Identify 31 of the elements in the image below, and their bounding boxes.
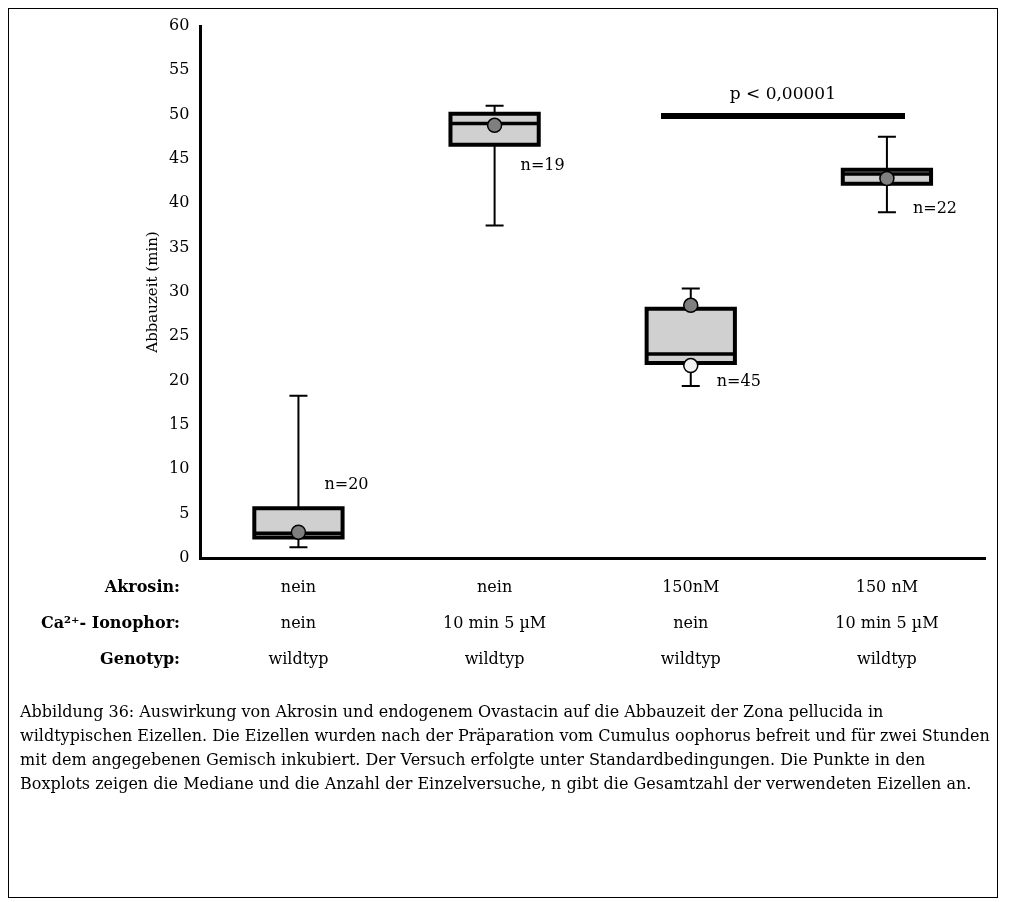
point <box>683 297 699 314</box>
point <box>879 170 895 187</box>
annotation: n=20 <box>324 473 369 493</box>
x-tick-label: nein 10 min 5 µM wildtyp <box>443 577 547 669</box>
annotation: n=19 <box>520 155 565 175</box>
y-tick-label: 25 <box>169 325 190 345</box>
y-tick-label: 45 <box>169 148 190 168</box>
y-tick-label: 30 <box>169 281 190 301</box>
y-axis-title: Abbauzeit (min) <box>142 231 161 354</box>
y-tick-label: 10 <box>169 458 190 478</box>
text: Ca²⁺- Ionophor: <box>40 613 180 633</box>
x-tick-label: nein nein wildtyp <box>268 577 329 669</box>
x-tick-label: 150nM nein wildtyp <box>660 577 721 669</box>
y-tick-label: 50 <box>169 103 190 123</box>
y-tick-label: 40 <box>169 192 190 212</box>
text: Genotyp: <box>100 649 180 669</box>
y-tick-label: 0 <box>179 547 190 567</box>
y-tick-label: 55 <box>169 59 190 79</box>
y-tick-label: 5 <box>179 502 190 522</box>
annotation: n=22 <box>912 197 957 217</box>
text: Abbildung 36: Auswirkung von Akrosin und endogenem Ovastacin auf die Abbauzeit der Zona pellucida in wildtypischen Eizellen. Die Eizellen wurden nach der Präparation vom Cumulus oophorus befreit und für zwei Stunden mit dem angegebenen Gemisch inkubiert. Der Versuch erfolgte unter Standardbedingungen. Die Punkte in den Boxplots zeigen die Mediane und die Anzahl der Einzelversuche, n gibt die Gesamtzahl der verwendeten Eizellen an. <box>20 701 990 795</box>
y-tick-label: 35 <box>169 236 190 256</box>
point <box>290 524 307 541</box>
text: Akrosin: <box>103 577 180 597</box>
y-tick-label: 20 <box>169 369 190 389</box>
x-tick-label: 150 nM 10 min 5 µM wildtyp <box>835 577 939 669</box>
annotation: p < 0,00001 <box>729 83 836 103</box>
point <box>486 117 503 134</box>
y-tick-label: 60 <box>169 15 190 35</box>
y-tick-label: 15 <box>169 414 190 434</box>
annotation: n=45 <box>716 370 761 390</box>
